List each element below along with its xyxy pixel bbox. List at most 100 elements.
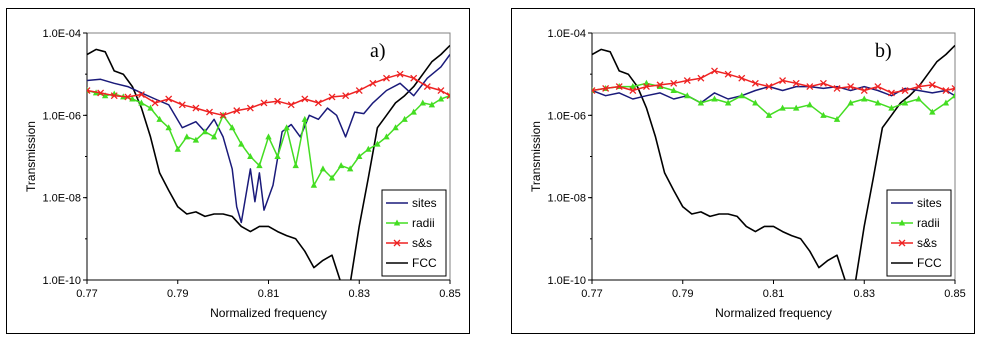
panel-label: a) (370, 40, 386, 62)
x-tick-label: 0.81 (258, 288, 279, 300)
x-axis-title: Normalized frequency (210, 306, 327, 320)
data-point-s-s (874, 83, 882, 91)
data-point-s-s (301, 95, 309, 103)
data-point-s-s (87, 87, 91, 95)
data-point-radii (738, 92, 745, 99)
data-point-s-s (423, 83, 431, 91)
x-tick-label: 0.83 (854, 288, 875, 300)
data-point-s-s (342, 92, 350, 100)
data-point-radii (779, 104, 786, 111)
data-point-s-s (792, 79, 800, 87)
data-point-s-s (602, 84, 610, 92)
data-point-s-s (328, 93, 336, 101)
data-point-radii (724, 99, 732, 106)
data-point-s-s (819, 79, 827, 87)
y-tick-label: 1.0E-08 (42, 193, 81, 205)
data-point-radii (670, 87, 677, 94)
data-point-radii (274, 153, 281, 159)
data-point-radii (265, 133, 272, 140)
data-point-radii (328, 174, 336, 181)
data-point-s-s (656, 81, 664, 89)
data-point-radii (437, 95, 445, 102)
data-point-radii (310, 181, 318, 188)
data-point-s-s (751, 79, 759, 87)
series-group (592, 44, 955, 280)
data-point-radii (929, 108, 936, 115)
chart-panel-b: 1.0E-10 1.0E-08 1.0E-06 1.0E-04 0.77 0.79 0.81… (511, 8, 975, 334)
data-point-radii (229, 124, 236, 131)
x-axis-title: Normalized frequency (715, 306, 832, 320)
data-point-radii (138, 99, 145, 106)
data-point-radii (874, 99, 882, 106)
data-point-s-s (592, 87, 596, 95)
data-point-radii (165, 124, 172, 131)
data-point-radii (820, 111, 827, 118)
data-point-radii (656, 83, 664, 90)
data-point-radii (847, 99, 854, 106)
data-point-s-s (888, 89, 895, 97)
data-point-radii (901, 99, 909, 106)
data-point-s-s (246, 104, 254, 112)
data-point-radii (401, 115, 408, 122)
data-point-radii (156, 115, 163, 122)
data-point-s-s (847, 83, 855, 91)
legend-label-sites: sites (917, 196, 942, 210)
chart-panel-a: 1.0E-10 1.0E-08 1.0E-06 1.0E-04 0.77 0.79 0.81… (6, 8, 470, 334)
data-point-s-s (915, 83, 923, 91)
data-point-radii (256, 162, 263, 169)
data-point-radii (346, 165, 354, 172)
legend-label-radii: radii (412, 216, 435, 230)
data-point-s-s (260, 99, 268, 107)
y-tick-label: 1.0E-06 (42, 110, 81, 122)
data-point-s-s (860, 87, 868, 95)
legend-marker-radii (393, 219, 401, 226)
data-point-s-s (765, 83, 773, 91)
series-group (87, 44, 450, 280)
data-point-s-s (355, 87, 363, 95)
data-point-radii (792, 104, 800, 111)
y-tick-label: 1.0E-10 (547, 275, 586, 287)
series-line-sites (87, 54, 450, 224)
data-point-radii (697, 99, 705, 106)
data-point-radii (383, 133, 390, 140)
data-point-s-s (97, 89, 105, 97)
x-tick-label: 0.79 (672, 288, 693, 300)
data-point-s-s (151, 99, 159, 107)
data-point-s-s (287, 101, 295, 109)
data-point-radii (888, 104, 895, 111)
data-point-radii (392, 124, 399, 131)
data-point-s-s (928, 81, 936, 89)
data-point-s-s (274, 97, 282, 105)
data-point-radii (629, 83, 637, 90)
data-point-radii (711, 95, 718, 102)
chart-b-svg: 1.0E-10 1.0E-08 1.0E-06 1.0E-04 0.77 0.79 0.81… (529, 28, 966, 320)
data-point-s-s (124, 93, 132, 101)
data-point-radii (765, 111, 773, 118)
data-point-s-s (219, 111, 227, 119)
data-point-radii (238, 140, 245, 147)
data-point-s-s (670, 79, 678, 87)
series-line-fcc (87, 44, 450, 280)
y-tick-label: 1.0E-04 (547, 28, 586, 40)
x-tick-label: 0.77 (581, 288, 602, 300)
data-point-s-s (165, 95, 173, 103)
data-point-s-s (446, 92, 450, 100)
y-tick-label: 1.0E-04 (42, 28, 81, 40)
series-line-radii (592, 82, 955, 121)
data-point-radii (942, 99, 950, 106)
data-point-s-s (642, 83, 650, 91)
data-point-radii (292, 162, 299, 169)
series-line-s-s (592, 70, 955, 94)
y-tick-label: 1.0E-06 (547, 110, 586, 122)
data-point-s-s (951, 84, 955, 92)
data-point-s-s (437, 87, 445, 95)
data-point-radii (861, 95, 868, 102)
data-point-radii (147, 104, 154, 111)
legend-label-fcc: FCC (917, 256, 942, 270)
data-point-radii (365, 145, 372, 152)
data-point-s-s (901, 87, 909, 95)
data-point-radii (410, 108, 417, 115)
x-tick-label: 0.85 (944, 288, 965, 300)
data-point-s-s (942, 87, 950, 95)
data-point-radii (428, 101, 436, 108)
